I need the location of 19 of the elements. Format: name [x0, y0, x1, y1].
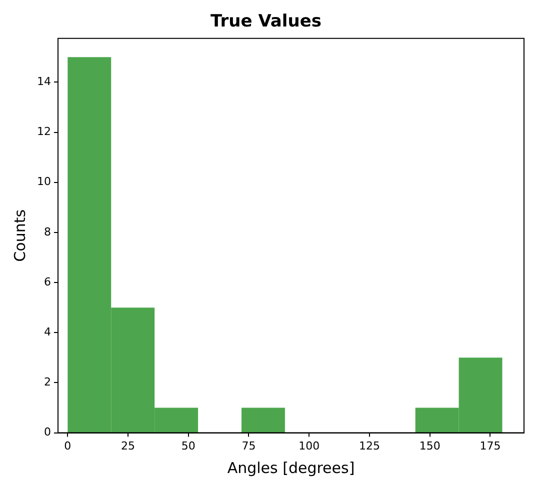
- x-tick-label: 100: [298, 439, 320, 452]
- chart-title: True Values: [210, 12, 322, 32]
- y-tick-label: 0: [44, 426, 51, 439]
- x-tick-label: 0: [64, 439, 72, 452]
- x-tick-label: 25: [121, 439, 136, 452]
- y-tick-label: 12: [36, 125, 51, 138]
- y-tick-label: 8: [44, 225, 51, 238]
- y-tick-label: 6: [44, 275, 51, 288]
- x-axis-title: Angles [degrees]: [227, 458, 355, 477]
- y-tick-label: 10: [36, 175, 51, 188]
- y-tick-label: 2: [44, 376, 51, 389]
- x-tick-label: 125: [358, 439, 380, 452]
- y-tick-label: 4: [44, 325, 51, 338]
- y-axis-title: Counts: [10, 209, 29, 262]
- x-tick-label: 75: [242, 439, 256, 452]
- x-tick-label: 150: [419, 439, 440, 452]
- y-tick-label: 14: [36, 75, 51, 88]
- x-tick-label: 50: [181, 439, 196, 452]
- x-tick-label: 175: [480, 439, 501, 452]
